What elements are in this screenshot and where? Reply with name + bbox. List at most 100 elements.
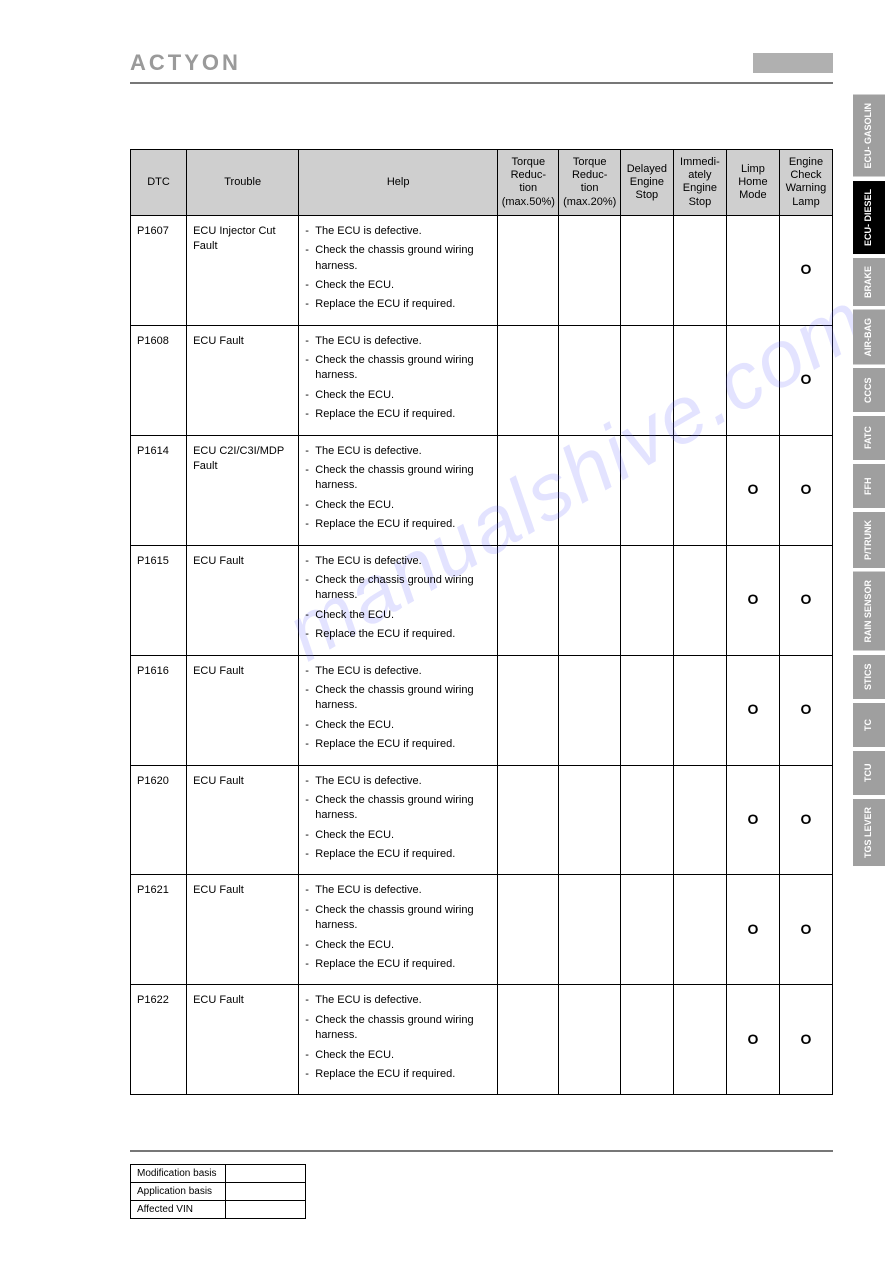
cell-lamp: O (779, 215, 832, 325)
cell-help: The ECU is defective.Check the chassis g… (299, 875, 498, 985)
cell-delayed (620, 875, 673, 985)
help-item: Replace the ECU if required. (305, 737, 491, 752)
cell-help: The ECU is defective.Check the chassis g… (299, 655, 498, 765)
help-item: Replace the ECU if required. (305, 517, 491, 532)
cell-immediate (673, 435, 726, 545)
side-tab[interactable]: AIR-BAG (853, 310, 885, 365)
side-tab[interactable]: TCU (853, 751, 885, 795)
header-placeholder-box (753, 53, 833, 73)
cell-tr20 (559, 325, 620, 435)
side-tab[interactable]: P/TRUNK (853, 512, 885, 568)
side-tab[interactable]: ECU- GASOLIN (853, 95, 885, 177)
table-row: P1614ECU C2I/C3I/MDP FaultThe ECU is def… (131, 435, 833, 545)
cell-dtc: P1607 (131, 215, 187, 325)
cell-tr20 (559, 765, 620, 875)
side-tab[interactable]: TC (853, 703, 885, 747)
cell-dtc: P1621 (131, 875, 187, 985)
help-item: Replace the ECU if required. (305, 1067, 491, 1082)
meta-mod-val (226, 1165, 306, 1183)
side-tab[interactable]: RAIN SENSOR (853, 572, 885, 651)
cell-immediate (673, 875, 726, 985)
meta-vin-label: Affected VIN (131, 1201, 226, 1219)
cell-immediate (673, 655, 726, 765)
side-tab[interactable]: STICS (853, 655, 885, 699)
col-help: Help (299, 150, 498, 216)
table-row: P1616ECU FaultThe ECU is defective.Check… (131, 655, 833, 765)
cell-delayed (620, 985, 673, 1095)
cell-delayed (620, 765, 673, 875)
table-row: P1607ECU Injector Cut FaultThe ECU is de… (131, 215, 833, 325)
help-item: Check the ECU. (305, 828, 491, 843)
help-item: Check the ECU. (305, 938, 491, 953)
col-limp: Limp Home Mode (726, 150, 779, 216)
table-row: P1620ECU FaultThe ECU is defective.Check… (131, 765, 833, 875)
help-item: The ECU is defective. (305, 444, 491, 459)
cell-delayed (620, 435, 673, 545)
cell-limp: O (726, 875, 779, 985)
cell-tr50 (498, 985, 559, 1095)
cell-dtc: P1615 (131, 545, 187, 655)
cell-tr20 (559, 875, 620, 985)
cell-dtc: P1614 (131, 435, 187, 545)
help-item: Check the chassis ground wiring harness. (305, 1013, 491, 1044)
cell-dtc: P1616 (131, 655, 187, 765)
col-tr50: Torque Reduc- tion (max.50%) (498, 150, 559, 216)
cell-lamp: O (779, 655, 832, 765)
side-tab[interactable]: FATC (853, 416, 885, 460)
help-item: Check the ECU. (305, 718, 491, 733)
dtc-table: DTC Trouble Help Torque Reduc- tion (max… (130, 149, 833, 1095)
cell-trouble: ECU Fault (187, 985, 299, 1095)
footer-rule (130, 1150, 833, 1152)
cell-immediate (673, 215, 726, 325)
side-tab[interactable]: BRAKE (853, 258, 885, 306)
cell-help: The ECU is defective.Check the chassis g… (299, 325, 498, 435)
meta-table: Modification basis Application basis Aff… (130, 1164, 306, 1219)
cell-tr50 (498, 655, 559, 765)
cell-help: The ECU is defective.Check the chassis g… (299, 435, 498, 545)
cell-trouble: ECU Injector Cut Fault (187, 215, 299, 325)
cell-tr50 (498, 765, 559, 875)
cell-tr20 (559, 215, 620, 325)
cell-lamp: O (779, 435, 832, 545)
side-tabs: ECU- GASOLIN ECU- DIESEL BRAKE AIR-BAGCCCS F… (853, 95, 885, 866)
side-tab[interactable]: CCCS (853, 368, 885, 412)
cell-trouble: ECU Fault (187, 325, 299, 435)
help-item: Check the ECU. (305, 1048, 491, 1063)
side-tab[interactable]: ECU- DIESEL (853, 181, 885, 254)
cell-dtc: P1622 (131, 985, 187, 1095)
help-item: The ECU is defective. (305, 224, 491, 239)
cell-limp: O (726, 435, 779, 545)
table-row: P1622ECU FaultThe ECU is defective.Check… (131, 985, 833, 1095)
cell-immediate (673, 985, 726, 1095)
cell-help: The ECU is defective.Check the chassis g… (299, 215, 498, 325)
side-tab[interactable]: TGS LEVER (853, 799, 885, 866)
cell-tr50 (498, 325, 559, 435)
cell-limp: O (726, 765, 779, 875)
cell-lamp: O (779, 875, 832, 985)
cell-tr50 (498, 545, 559, 655)
cell-delayed (620, 655, 673, 765)
meta-app-val (226, 1183, 306, 1201)
cell-limp (726, 325, 779, 435)
meta-mod-label: Modification basis (131, 1165, 226, 1183)
help-item: Check the ECU. (305, 608, 491, 623)
side-tab[interactable]: FFH (853, 464, 885, 508)
header-rule (130, 82, 833, 84)
meta-app-label: Application basis (131, 1183, 226, 1201)
help-item: Replace the ECU if required. (305, 957, 491, 972)
help-item: Check the chassis ground wiring harness. (305, 903, 491, 934)
cell-immediate (673, 325, 726, 435)
cell-help: The ECU is defective.Check the chassis g… (299, 765, 498, 875)
cell-tr50 (498, 875, 559, 985)
cell-limp: O (726, 655, 779, 765)
help-item: Replace the ECU if required. (305, 407, 491, 422)
cell-limp (726, 215, 779, 325)
help-item: Replace the ECU if required. (305, 297, 491, 312)
cell-tr20 (559, 655, 620, 765)
col-dtc: DTC (131, 150, 187, 216)
help-item: Check the chassis ground wiring harness. (305, 683, 491, 714)
help-item: Check the chassis ground wiring harness. (305, 353, 491, 384)
help-item: Check the ECU. (305, 388, 491, 403)
help-item: Replace the ECU if required. (305, 627, 491, 642)
cell-tr50 (498, 215, 559, 325)
